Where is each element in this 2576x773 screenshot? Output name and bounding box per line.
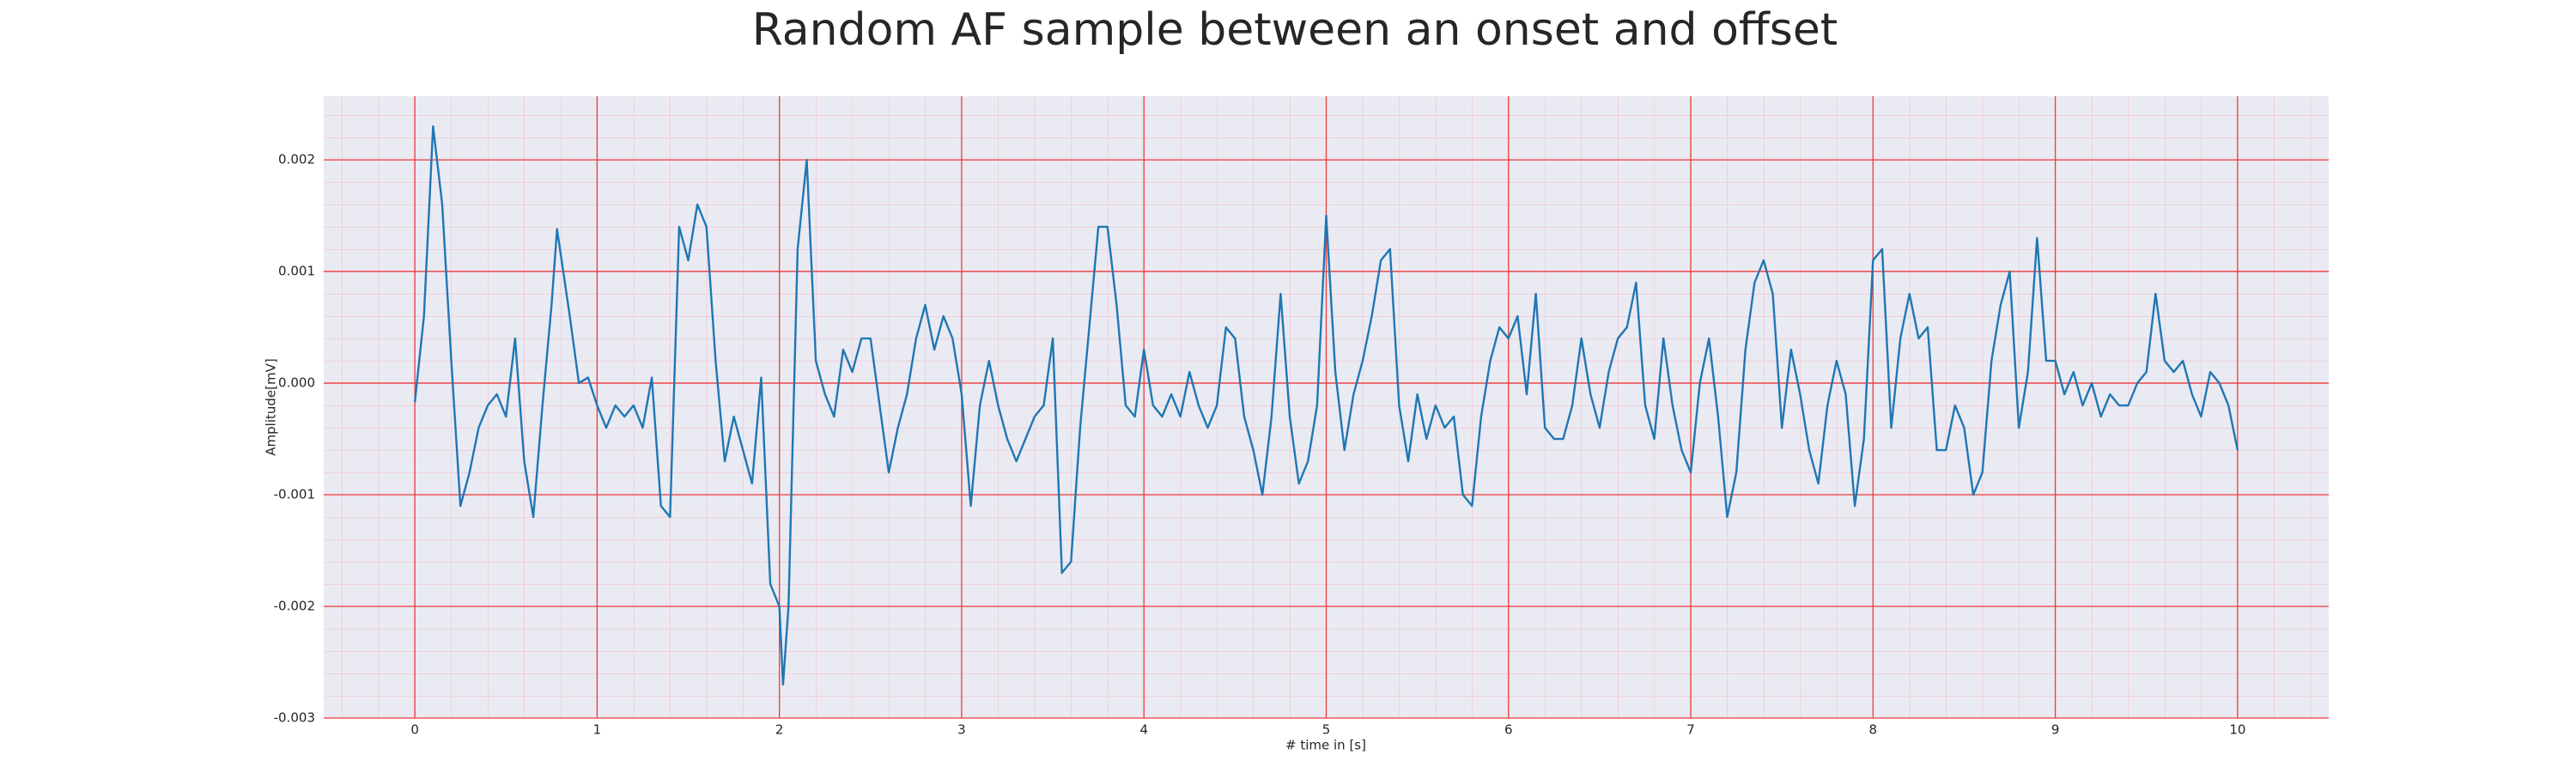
x-tick-label: 9: [2051, 722, 2060, 738]
x-tick-label: 5: [1322, 722, 1331, 738]
x-tick-label: 3: [957, 722, 966, 738]
x-tick-label: 8: [1869, 722, 1878, 738]
x-axis-label: # time in [s]: [1285, 738, 1366, 753]
x-tick-label: 6: [1504, 722, 1513, 738]
signal-line: [413, 125, 2239, 686]
y-tick-label: -0.003: [274, 710, 315, 726]
x-tick-label: 1: [593, 722, 602, 738]
x-tick-label: 7: [1686, 722, 1695, 738]
x-tick-label: 0: [410, 722, 419, 738]
y-axis-label: Amplitude[mV]: [264, 358, 279, 455]
y-tick-label: -0.002: [274, 599, 315, 614]
x-tick-label: 4: [1139, 722, 1148, 738]
y-tick-label: 0.001: [278, 264, 315, 279]
x-tick-label: 10: [2229, 722, 2245, 738]
x-tick-label: 2: [775, 722, 784, 738]
y-tick-label: 0.000: [278, 375, 315, 391]
y-tick-label: -0.001: [274, 487, 315, 502]
chart-title: Random AF sample between an onset and of…: [752, 4, 1838, 56]
y-tick-label: 0.002: [278, 152, 315, 167]
